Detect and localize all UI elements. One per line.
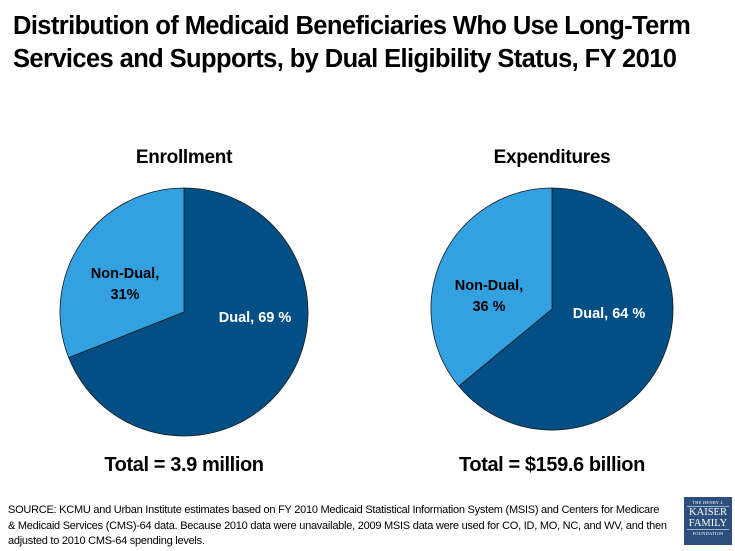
slice-label-dual: Dual, 64 % [573,306,646,322]
logo-line-2: KAISER [687,506,729,518]
slice-label-line: 31% [110,287,139,303]
pie-slice-dual [68,187,309,437]
pie-slice-non-dual [430,187,553,387]
slice-label-line: Non-Dual, [455,278,523,294]
pie-slice-dual [458,187,674,431]
slice-label-line: Dual, 64 % [573,306,646,322]
kaiser-family-foundation-logo: THE HENRY J. KAISER FAMILY FOUNDATION [684,497,732,545]
slice-label-line: 36 % [472,299,505,315]
logo-line-3: FAMILY [687,518,729,530]
expenditures-total: Total = $159.6 billion [459,454,645,476]
logo-line-1: THE HENRY J. [692,500,724,505]
slice-label-dual: Dual, 69 % [219,310,292,326]
pie-charts: Dual, 69 % Non-Dual, 31% Dual, 64 % Non-Dua… [59,187,674,437]
source-note: SOURCE: KCMU and Urban Institute estimat… [8,504,667,547]
expenditures-pie: Dual, 64 % Non-Dual, 36 % [430,187,674,431]
expenditures-chart-title: Expenditures [493,147,611,168]
slide-title: Distribution of Medicaid Beneficiaries W… [13,12,691,73]
enrollment-pie: Dual, 69 % Non-Dual, 31% [59,187,309,437]
pie-slice-non-dual [59,187,185,359]
enrollment-chart-title: Enrollment [135,147,233,168]
slice-label-non-dual: Non-Dual, 31% [91,266,159,303]
logo-line-4: FOUNDATION [692,531,724,536]
slice-label-non-dual: Non-Dual, 36 % [455,278,523,315]
slice-label-line: Dual, 69 % [219,310,292,326]
slice-label-line: Non-Dual, [91,266,159,282]
enrollment-total: Total = 3.9 million [104,454,264,476]
